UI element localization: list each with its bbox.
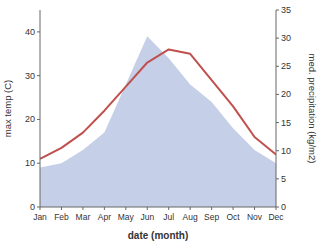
y2-tick-label: 35 bbox=[281, 5, 291, 15]
x-tick bbox=[104, 207, 105, 210]
y-tick bbox=[37, 75, 40, 76]
y2-tick bbox=[276, 94, 279, 95]
y-tick-label: 40 bbox=[25, 27, 35, 37]
y2-tick bbox=[276, 38, 279, 39]
y-tick-label: 20 bbox=[25, 114, 35, 124]
y-axis-label: max temp (C) bbox=[2, 80, 13, 138]
y2-tick bbox=[276, 66, 279, 67]
x-tick-label: Dec bbox=[268, 212, 284, 222]
y2-tick-label: 25 bbox=[281, 61, 291, 71]
x-tick bbox=[276, 207, 277, 210]
y2-tick-label: 10 bbox=[281, 146, 291, 156]
y2-tick bbox=[276, 150, 279, 151]
x-tick bbox=[147, 207, 148, 210]
y2-tick bbox=[276, 10, 279, 11]
x-tick-label: Jan bbox=[33, 212, 47, 222]
precip-area bbox=[40, 36, 276, 207]
y2-tick-label: 30 bbox=[281, 33, 291, 43]
x-tick bbox=[254, 207, 255, 210]
x-tick-label: Sep bbox=[204, 212, 219, 222]
y2-tick bbox=[276, 122, 279, 123]
y-tick bbox=[37, 31, 40, 32]
x-tick bbox=[190, 207, 191, 210]
x-tick-label: Feb bbox=[54, 212, 69, 222]
temp-line bbox=[40, 49, 276, 158]
y-tick-label: 0 bbox=[30, 202, 35, 212]
x-tick bbox=[168, 207, 169, 210]
chart-container: 0 10 20 30 40 0 5 10 15 20 25 30 35 Jan Feb Mar Apr May Ju… bbox=[0, 0, 318, 247]
x-tick-label: Mar bbox=[76, 212, 91, 222]
x-tick-label: Apr bbox=[98, 212, 111, 222]
y-axis-line bbox=[40, 10, 41, 207]
y2-tick bbox=[276, 178, 279, 179]
y2-axis-label: med. precipitation (kg/m2) bbox=[307, 54, 318, 164]
x-tick-label: Jul bbox=[163, 212, 174, 222]
plot-area bbox=[40, 36, 276, 207]
x-tick bbox=[211, 207, 212, 210]
y2-axis-line bbox=[276, 10, 277, 207]
y-tick bbox=[37, 119, 40, 120]
y-tick-label: 10 bbox=[25, 158, 35, 168]
x-tick bbox=[233, 207, 234, 210]
y-tick bbox=[37, 163, 40, 164]
y2-tick-label: 0 bbox=[281, 202, 286, 212]
x-tick-label: Aug bbox=[183, 212, 198, 222]
x-tick-label: Jun bbox=[140, 212, 154, 222]
y-tick-label: 30 bbox=[25, 71, 35, 81]
x-axis-label: date (month) bbox=[128, 230, 189, 241]
x-tick bbox=[125, 207, 126, 210]
x-axis-line bbox=[40, 207, 276, 208]
y2-tick-label: 15 bbox=[281, 118, 291, 128]
x-tick bbox=[40, 207, 41, 210]
y2-tick-label: 20 bbox=[281, 89, 291, 99]
x-tick-label: May bbox=[118, 212, 135, 222]
x-tick bbox=[61, 207, 62, 210]
x-tick bbox=[82, 207, 83, 210]
y2-tick-label: 5 bbox=[281, 174, 286, 184]
x-tick-label: Nov bbox=[247, 212, 263, 222]
chart-svg: 0 10 20 30 40 0 5 10 15 20 25 30 35 Jan Feb Mar Apr May Ju… bbox=[0, 0, 318, 247]
x-tick-label: Oct bbox=[226, 212, 240, 222]
